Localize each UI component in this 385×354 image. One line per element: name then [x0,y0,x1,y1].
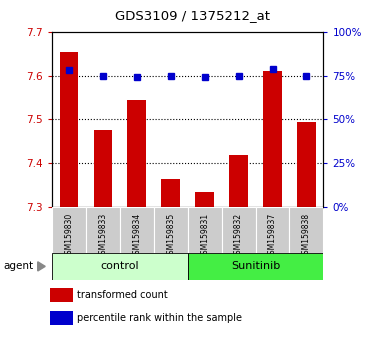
Bar [290,207,323,253]
Bar [229,154,248,207]
Bar [86,207,120,253]
Bar [256,207,290,253]
Text: GSM159830: GSM159830 [64,213,74,259]
Bar [188,253,323,280]
Bar [94,130,112,207]
Text: agent: agent [4,261,34,272]
Text: GSM159833: GSM159833 [98,213,107,259]
Bar [161,179,180,207]
Text: transformed count: transformed count [77,290,167,300]
Text: Sunitinib: Sunitinib [231,261,280,272]
Bar [263,71,282,207]
Text: GSM159837: GSM159837 [268,213,277,259]
Bar [188,207,222,253]
Text: control: control [100,261,139,272]
Bar [154,207,187,253]
Bar [50,311,73,325]
Bar [120,207,154,253]
Bar [297,122,316,207]
Bar [52,207,86,253]
Bar [222,207,256,253]
Text: GSM159831: GSM159831 [200,213,209,259]
Text: GSM159835: GSM159835 [166,213,175,259]
Bar [195,192,214,207]
Bar [52,253,188,280]
Text: GDS3109 / 1375212_at: GDS3109 / 1375212_at [115,9,270,22]
Text: GSM159834: GSM159834 [132,213,141,259]
Text: GSM159832: GSM159832 [234,213,243,259]
Bar [50,288,73,302]
Text: percentile rank within the sample: percentile rank within the sample [77,313,242,323]
Polygon shape [38,262,45,271]
Bar [60,52,78,207]
Text: GSM159838: GSM159838 [302,213,311,259]
Bar [127,100,146,207]
